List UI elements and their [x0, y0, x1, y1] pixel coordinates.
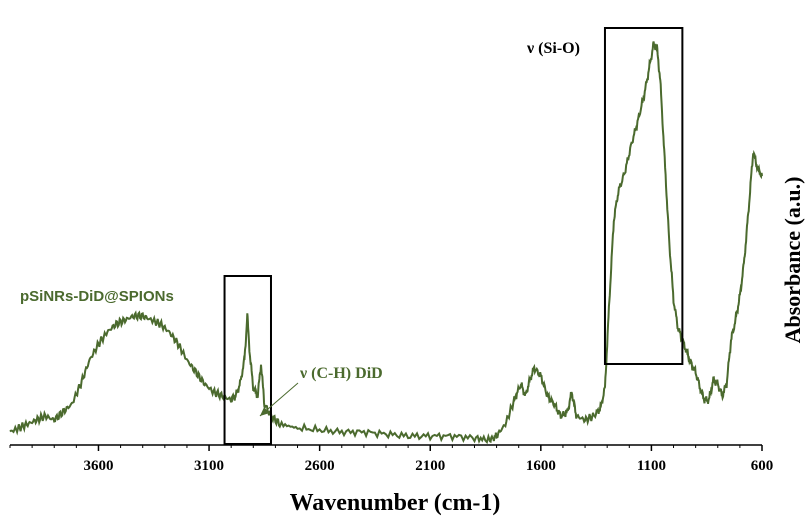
x-tick-label-3100: 3100	[194, 458, 224, 474]
x-axis-tick-labels: 3600 3100 2600 2100 1600 1100 600	[83, 458, 773, 474]
annotation-box-0	[603, 27, 684, 365]
annotation-box-1	[223, 275, 272, 445]
x-tick-label-2600: 2600	[305, 458, 335, 474]
annotation-si-o: ν (Si-O)	[526, 40, 580, 57]
y-axis-title: Absorbance (a.u.)	[780, 177, 805, 344]
x-axis-ticks	[9, 445, 763, 451]
x-axis-title: Wavenumber (cm-1)	[290, 490, 501, 516]
series-label: pSiNRs-DiD@SPIONs	[20, 288, 174, 305]
x-tick-label-1600: 1600	[526, 458, 556, 474]
x-tick-label-3600: 3600	[83, 458, 113, 474]
annotation-c-h-did: ν (C-H) DiD	[299, 365, 383, 382]
x-tick-label-600: 600	[751, 458, 774, 474]
x-tick-label-2100: 2100	[415, 458, 445, 474]
annotation-arrow-head	[259, 407, 270, 416]
series-line-psinrs-did-spions	[9, 41, 763, 445]
x-tick-label-1100: 1100	[637, 458, 666, 474]
annotation-boxes	[223, 27, 684, 445]
